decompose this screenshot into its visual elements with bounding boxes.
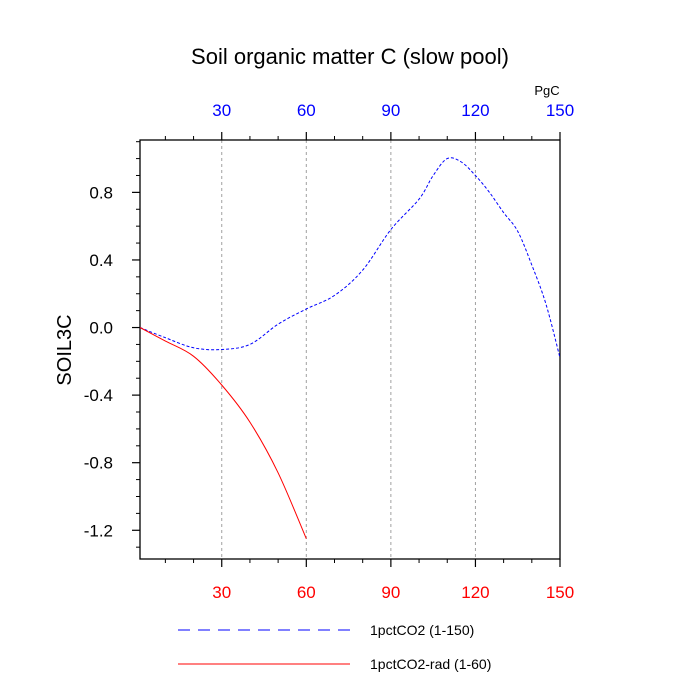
x-tick-label-top: 90 (381, 101, 400, 120)
x-tick-label-bottom: 60 (297, 583, 316, 602)
y-tick-label: 0.4 (89, 251, 113, 270)
legend: 1pctCO2 (1-150) 1pctCO2-rad (1-60) (178, 622, 491, 672)
x-tick-label-bottom: 30 (212, 583, 231, 602)
x-tick-label-bottom: 120 (461, 583, 489, 602)
plot-frame (139, 139, 561, 560)
legend-label-1: 1pctCO2 (1-150) (370, 622, 474, 638)
grid-lines (221, 140, 476, 559)
y-tick-label: 0.8 (89, 183, 113, 202)
series-line-2 (139, 327, 307, 539)
x-tick-label-top: 120 (461, 101, 489, 120)
x-tick-label-top: 150 (546, 101, 574, 120)
y-axis-label: SOIL3C (54, 314, 76, 385)
series-line-1 (139, 157, 561, 359)
axis-ticks: 30 30 60 60 90 90 120 120 150 150 0.8 0.4 0.0 -0.4 -0.… (84, 101, 574, 602)
x-tick-label-bottom: 90 (381, 583, 400, 602)
y-tick-label: 0.0 (89, 319, 113, 338)
y-tick-label: -1.2 (84, 521, 113, 540)
x-tick-label-top: 30 (212, 101, 231, 120)
chart-title: Soil organic matter C (slow pool) (191, 44, 509, 69)
y-tick-label: -0.8 (84, 454, 113, 473)
legend-label-2: 1pctCO2-rad (1-60) (370, 656, 491, 672)
x-tick-label-bottom: 150 (546, 583, 574, 602)
top-axis-unit: PgC (534, 83, 559, 98)
y-tick-label: -0.4 (84, 386, 113, 405)
series-lines (139, 157, 561, 539)
x-tick-label-top: 60 (297, 101, 316, 120)
